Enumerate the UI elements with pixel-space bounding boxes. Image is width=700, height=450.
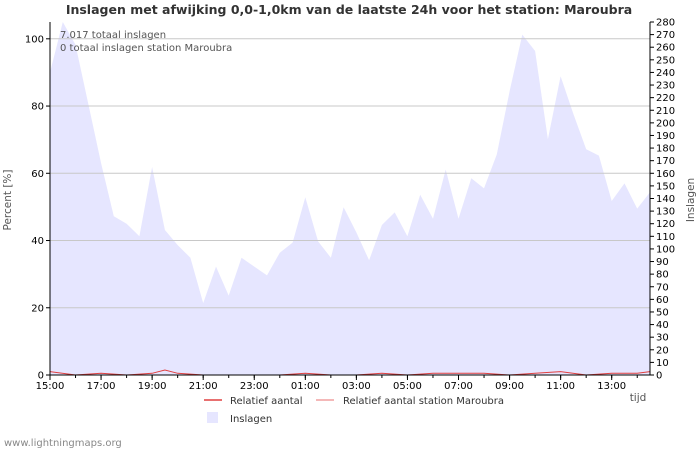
- x-tick-label: 17:00: [87, 381, 116, 392]
- x-tick-label: 21:00: [189, 381, 218, 392]
- y-right-tick-label: 40: [656, 320, 669, 331]
- y-left-tick-label: 40: [31, 236, 44, 247]
- x-tick-label: 11:00: [546, 381, 575, 392]
- x-tick-label: 05:00: [393, 381, 422, 392]
- y-right-tick-label: 250: [656, 55, 675, 66]
- y-right-tick-label: 180: [656, 144, 675, 155]
- y-right-tick-label: 280: [656, 18, 675, 29]
- y-right-tick-label: 200: [656, 118, 675, 129]
- y-left-tick-label: 100: [25, 34, 44, 45]
- y-right-tick-label: 20: [656, 345, 669, 356]
- y-left-tick-label: 80: [31, 102, 44, 113]
- y-right-tick-label: 170: [656, 156, 675, 167]
- x-tick-label: 13:00: [597, 381, 626, 392]
- x-axis-label: tijd: [630, 392, 647, 404]
- x-tick-label: 09:00: [495, 381, 524, 392]
- series-inslagen-area: [50, 22, 650, 375]
- y-left-tick-label: 0: [38, 371, 44, 382]
- y-left-tick-label: 20: [31, 303, 44, 314]
- y-right-tick-label: 130: [656, 207, 675, 218]
- legend-swatch-inslagen: [207, 412, 218, 423]
- x-tick-label: 23:00: [240, 381, 269, 392]
- annotation-total-strikes: 7.017 totaal inslagen: [60, 30, 166, 41]
- y-right-tick-label: 270: [656, 30, 675, 41]
- annotation-station-strikes: 0 totaal inslagen station Maroubra: [60, 43, 232, 54]
- y-right-tick-label: 160: [656, 169, 675, 180]
- y-right-tick-label: 220: [656, 93, 675, 104]
- y-right-tick-label: 210: [656, 106, 675, 117]
- legend-label-relatief-aantal: Relatief aantal: [230, 396, 303, 407]
- y-right-tick-label: 140: [656, 194, 675, 205]
- footer-credit: www.lightningmaps.org: [4, 438, 122, 449]
- y-axis-left-label: Percent [%]: [2, 169, 14, 230]
- x-tick-label: 03:00: [342, 381, 371, 392]
- legend-label-relatief-station: Relatief aantal station Maroubra: [343, 396, 504, 407]
- legend-label-inslagen: Inslagen: [230, 414, 272, 425]
- y-right-tick-label: 80: [656, 270, 669, 281]
- chart-title: Inslagen met afwijking 0,0-1,0km van de …: [66, 2, 632, 17]
- x-tick-label: 19:00: [138, 381, 167, 392]
- y-right-tick-label: 30: [656, 333, 669, 344]
- y-right-tick-label: 120: [656, 219, 675, 230]
- y-right-tick-label: 100: [656, 244, 675, 255]
- y-right-tick-label: 50: [656, 307, 669, 318]
- y-left-tick-label: 60: [31, 169, 44, 180]
- legend: Relatief aantal Relatief aantal station …: [204, 396, 504, 425]
- y-right-tick-label: 260: [656, 43, 675, 54]
- y-right-tick-label: 150: [656, 181, 675, 192]
- y-right-tick-label: 110: [656, 232, 675, 243]
- y-right-tick-label: 10: [656, 358, 669, 369]
- y-right-tick-label: 70: [656, 282, 669, 293]
- y-right-tick-label: 240: [656, 68, 675, 79]
- y-axis-right-label: Inslagen: [685, 178, 697, 222]
- y-right-tick-label: 90: [656, 257, 669, 268]
- y-right-tick-label: 190: [656, 131, 675, 142]
- x-tick-label: 07:00: [444, 381, 473, 392]
- x-tick-label: 01:00: [291, 381, 320, 392]
- x-tick-label: 15:00: [36, 381, 65, 392]
- y-right-tick-label: 0: [656, 371, 662, 382]
- y-right-tick-label: 60: [656, 295, 669, 306]
- y-right-tick-label: 230: [656, 81, 675, 92]
